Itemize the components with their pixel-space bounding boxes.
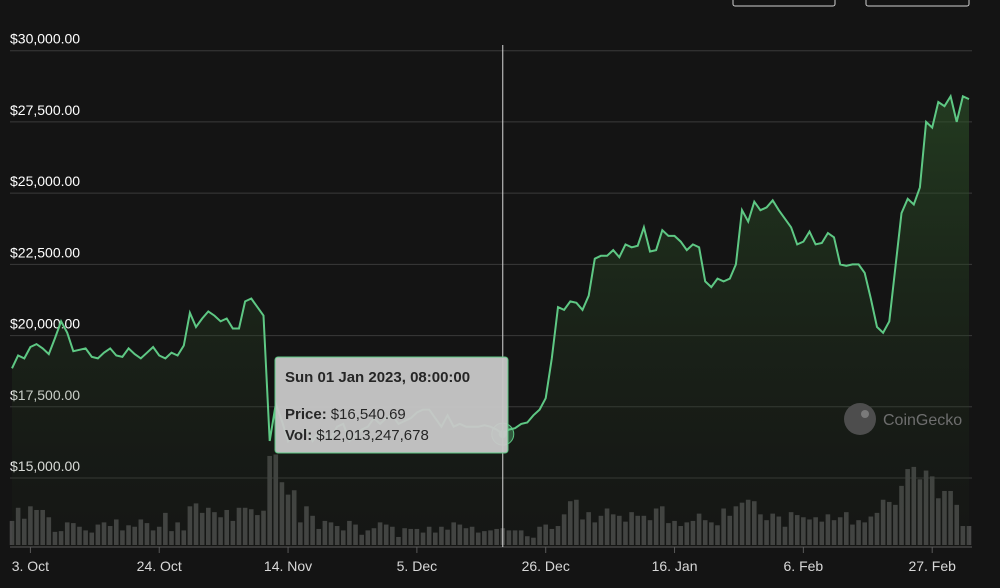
tooltip-vol-line: Vol: $12,013,247,678 [285, 427, 429, 444]
x-tick-label: 14. Nov [264, 558, 312, 574]
y-tick-label: $22,500.00 [10, 244, 80, 260]
x-tick-label: 5. Dec [397, 558, 437, 574]
x-tick-label: 6. Feb [784, 558, 824, 574]
range-button-right[interactable] [865, 0, 970, 7]
coingecko-watermark: CoinGecko [844, 403, 962, 435]
range-button-left[interactable] [732, 0, 836, 7]
coingecko-logo-eye [861, 410, 869, 418]
tooltip-vol-value: $12,013,247,678 [316, 427, 429, 444]
y-tick-label: $30,000.00 [10, 31, 80, 47]
tooltip-price-line: Price: $16,540.69 [285, 406, 406, 423]
x-tick-label: 16. Jan [652, 558, 698, 574]
x-tick-label: 3. Oct [12, 558, 49, 574]
tooltip-title: Sun 01 Jan 2023, 08:00:00 [285, 369, 470, 386]
x-tick-label: 24. Oct [137, 558, 182, 574]
tooltip-price-label: Price: [285, 406, 327, 423]
y-tick-label: $25,000.00 [10, 173, 80, 189]
tooltip-price-value: $16,540.69 [331, 406, 406, 423]
price-area [12, 96, 969, 548]
tooltip-box [274, 356, 509, 454]
y-tick-label: $20,000.00 [10, 316, 80, 332]
coingecko-logo-icon [844, 403, 876, 435]
tooltip: Sun 01 Jan 2023, 08:00:00 Price: $16,540.… [274, 356, 509, 454]
y-tick-label: $27,500.00 [10, 102, 80, 118]
watermark-text: CoinGecko [883, 412, 962, 429]
x-tick-label: 27. Feb [908, 558, 956, 574]
x-axis-ticks: 3. Oct 24. Oct 14. Nov 5. Dec 26. Dec 16. Jan… [12, 547, 956, 574]
tooltip-vol-label: Vol: [285, 427, 312, 444]
x-tick-label: 26. Dec [522, 558, 570, 574]
